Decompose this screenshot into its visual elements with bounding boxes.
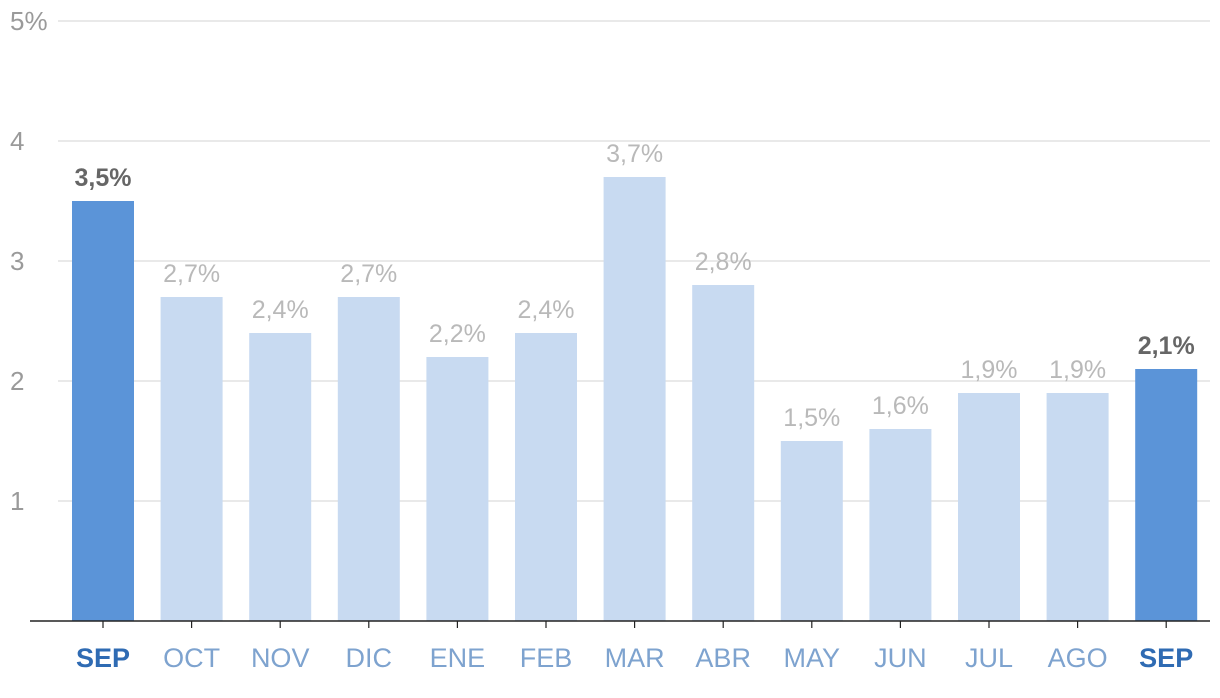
x-tick-label: MAR [605, 643, 665, 673]
label-layer: 1 2 3 4 5% 3,5% SEP 2,7% OCT 2,4% NOV 2,7% DIC 2,2% EN… [10, 6, 1195, 673]
bar-value-label: 1,6% [872, 392, 929, 420]
bar-value-label: 3,7% [606, 140, 663, 168]
bar-10 [958, 393, 1020, 621]
bar-4 [426, 357, 489, 621]
bar-value-label: 1,5% [783, 404, 840, 432]
x-tick-label: SEP [76, 643, 130, 673]
x-tick-label: FEB [520, 643, 573, 673]
bar-5 [515, 333, 577, 621]
x-tick-label: ABR [695, 643, 751, 673]
x-tick-label: ENE [430, 643, 486, 673]
bar-layer [72, 177, 1198, 621]
axis-layer [30, 620, 1210, 628]
x-tick-label: DIC [346, 643, 393, 673]
y-tick-label: 5% [10, 6, 48, 36]
bar-value-label: 2,7% [163, 260, 220, 288]
bar-value-label: 2,1% [1138, 332, 1195, 360]
x-tick-label: JUN [874, 643, 927, 673]
x-tick-label: SEP [1139, 643, 1193, 673]
bar-6 [603, 177, 666, 621]
bar-7 [692, 285, 755, 621]
bar-9 [869, 429, 932, 621]
bar-8 [780, 441, 843, 621]
bar-3 [337, 297, 400, 621]
bar-value-label: 2,4% [252, 296, 309, 324]
bar-value-label: 2,7% [340, 260, 397, 288]
x-tick-label: JUL [965, 643, 1013, 673]
x-tick-label: OCT [163, 643, 220, 673]
bar-value-label: 1,9% [961, 356, 1018, 384]
bar-value-label: 2,4% [518, 296, 575, 324]
bar-1 [160, 297, 223, 621]
y-tick-label: 2 [10, 366, 24, 396]
bar-value-label: 2,2% [429, 320, 486, 348]
bar-value-label: 1,9% [1049, 356, 1106, 384]
bar-12 [1135, 369, 1198, 621]
x-tick-label: MAY [784, 643, 841, 673]
bar-value-label: 2,8% [695, 248, 752, 276]
bar-2 [249, 333, 312, 621]
y-tick-label: 1 [10, 486, 24, 516]
x-tick-label: AGO [1048, 643, 1108, 673]
y-tick-label: 3 [10, 246, 24, 276]
bar-0 [72, 201, 134, 621]
y-tick-label: 4 [10, 126, 24, 156]
bar-11 [1046, 393, 1109, 621]
bar-value-label: 3,5% [75, 164, 132, 192]
x-tick-label: NOV [251, 643, 310, 673]
